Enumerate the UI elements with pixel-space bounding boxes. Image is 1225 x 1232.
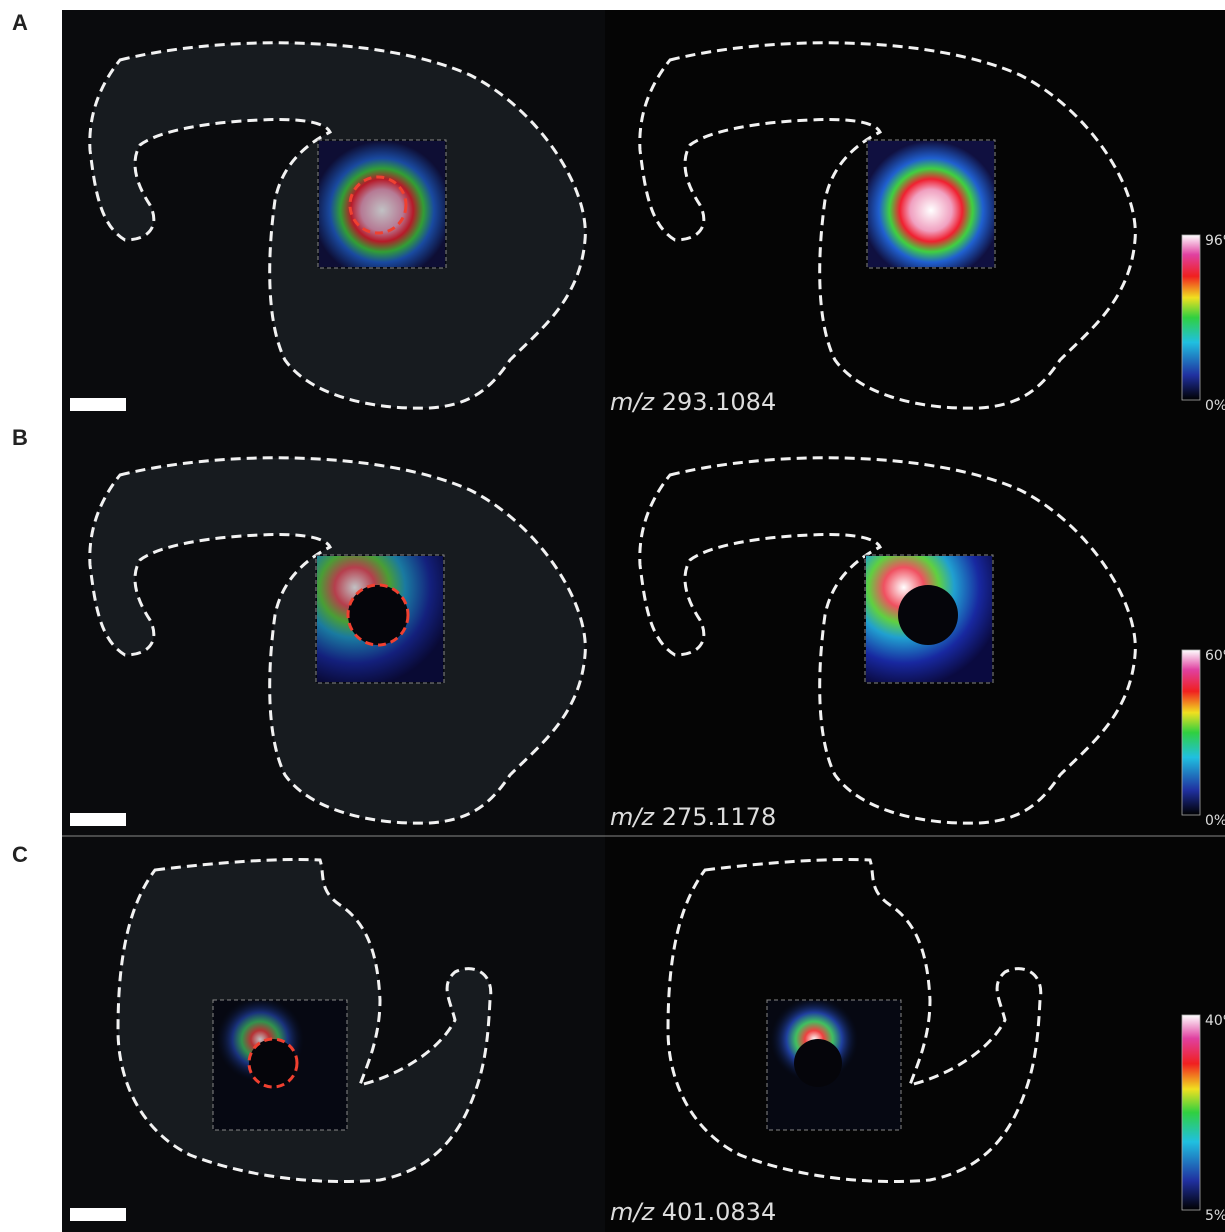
mz-prefix: m/z <box>610 388 655 416</box>
colorbar-max: 60% <box>1205 648 1225 664</box>
mz-prefix: m/z <box>610 803 655 831</box>
panel-label: A <box>12 10 28 35</box>
panel-label: B <box>12 425 28 450</box>
colorbar-max: 40% <box>1205 1013 1225 1029</box>
scale-bar <box>70 813 126 826</box>
lesion <box>794 1039 842 1087</box>
colorbar-max: 96% <box>1205 233 1225 249</box>
mz-space <box>654 1198 662 1226</box>
scale-bar <box>70 398 126 411</box>
colorbar-min: 0% <box>1205 813 1225 829</box>
mz-label: m/z 275.1178 <box>610 803 776 831</box>
panel-label: C <box>12 842 28 867</box>
lesion <box>898 585 958 645</box>
colorbar-min: 0% <box>1205 398 1225 414</box>
mz-value: 293.1084 <box>662 388 777 416</box>
mz-label: m/z 401.0834 <box>610 1198 776 1226</box>
mz-space <box>654 388 662 416</box>
mz-value: 275.1178 <box>662 803 777 831</box>
mz-space <box>654 803 662 831</box>
mz-prefix: m/z <box>610 1198 655 1226</box>
mz-label: m/z 293.1084 <box>610 388 776 416</box>
colorbar <box>1182 1015 1200 1210</box>
msi-heatmap <box>319 141 445 267</box>
msi-heatmap <box>868 141 994 267</box>
figure: Am/z 293.1084 96% 0% Bm/z 275.1178 60% 0% Cm/z… <box>0 0 1225 1232</box>
colorbar <box>1182 235 1200 400</box>
scale-bar <box>70 1208 126 1221</box>
mz-value: 401.0834 <box>662 1198 777 1226</box>
colorbar-min: 5% <box>1205 1208 1225 1224</box>
colorbar <box>1182 650 1200 815</box>
